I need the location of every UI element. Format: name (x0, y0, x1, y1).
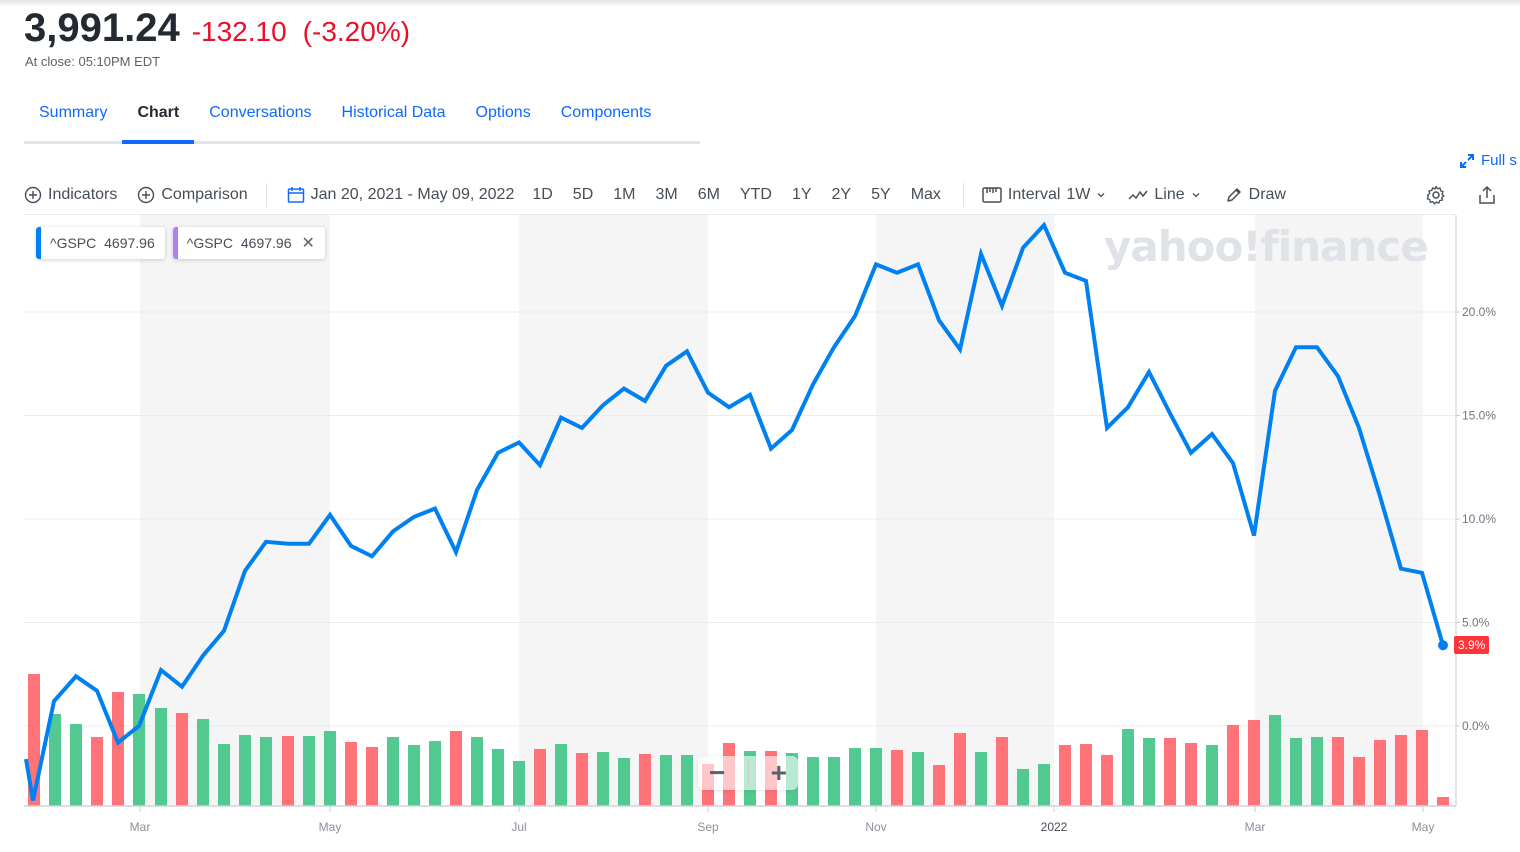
range-max[interactable]: Max (910, 186, 941, 203)
series-color-swatch (172, 227, 178, 259)
svg-text:Jul: Jul (511, 820, 526, 834)
alternating-month-bands (140, 215, 1423, 806)
legend-symbol: ^GSPC (186, 235, 233, 251)
tab-options[interactable]: Options (475, 104, 531, 121)
svg-text:Mar: Mar (1245, 820, 1266, 834)
comparison-label: Comparison (161, 186, 248, 203)
price-line (24, 221, 1445, 801)
tab-summary[interactable]: Summary (39, 104, 108, 121)
current-price: 3,991.24 (24, 6, 180, 50)
x-axis-ticks: Mar May Jul Sep Nov 2022 Mar May (130, 806, 1435, 834)
date-range-label: Jan 20, 2021 - May 09, 2022 (310, 186, 515, 203)
grid-lines (24, 311, 1456, 727)
interval-value: 1W (1066, 186, 1091, 203)
interval-dropdown[interactable]: Interval 1W (982, 186, 1106, 204)
zoom-divider (747, 761, 749, 785)
comparison-button[interactable]: Comparison (137, 186, 248, 204)
price-change-percent: (-3.20%) (302, 16, 411, 47)
legend-symbol: ^GSPC (50, 235, 97, 251)
svg-text:Mar: Mar (130, 820, 151, 834)
close-icon[interactable]: ✕ (301, 235, 315, 252)
gear-icon[interactable] (1426, 185, 1446, 205)
toolbar-divider (962, 183, 964, 207)
calendar-icon (287, 187, 304, 203)
zoom-controls: − + (698, 756, 798, 790)
chart-toolbar: Indicators Comparison Jan 20, 2021 - May… (24, 183, 1514, 207)
tab-chart[interactable]: Chart (122, 96, 195, 144)
plus-circle-icon (138, 186, 155, 204)
quote-tabs: Summary Chart Conversations Historical D… (24, 96, 700, 144)
legend-series-primary[interactable]: ^GSPC 4697.96 (36, 227, 165, 259)
range-1d[interactable]: 1D (532, 186, 553, 203)
chart-type-label: Line (1154, 186, 1185, 203)
svg-text:May: May (319, 820, 342, 834)
range-3m[interactable]: 3M (655, 186, 678, 203)
svg-text:Nov: Nov (865, 820, 886, 834)
svg-text:May: May (1412, 820, 1435, 834)
range-6m[interactable]: 6M (697, 186, 720, 203)
indicators-label: Indicators (48, 186, 118, 203)
pencil-icon (1226, 188, 1241, 202)
svg-text:Sep: Sep (697, 820, 719, 834)
svg-text:20.0%: 20.0% (1462, 305, 1496, 319)
legend-value: 4697.96 (104, 235, 155, 251)
close-time: At close: 05:10PM EDT (25, 54, 161, 69)
zoom-in-button[interactable]: + (770, 757, 787, 788)
share-icon[interactable] (1478, 185, 1496, 205)
toolbar-divider (265, 183, 267, 207)
date-range-picker[interactable]: Jan 20, 2021 - May 09, 2022 (287, 186, 515, 204)
last-value-badge: 3.9% (1454, 636, 1490, 654)
tab-components[interactable]: Components (560, 104, 652, 121)
ruler-icon (982, 187, 1002, 203)
range-1m[interactable]: 1M (613, 186, 636, 203)
draw-button[interactable]: Draw (1225, 186, 1286, 204)
svg-text:2022: 2022 (1041, 820, 1068, 834)
expand-icon (1460, 153, 1474, 168)
tab-historical-data[interactable]: Historical Data (341, 104, 446, 121)
top-shadow (0, 0, 1520, 7)
line-chart-icon (1128, 190, 1148, 200)
interval-label: Interval (1007, 186, 1061, 203)
draw-label: Draw (1248, 186, 1286, 203)
range-ytd[interactable]: YTD (739, 186, 772, 203)
chevron-down-icon (1097, 193, 1105, 198)
quote-header: 3,991.24 -132.10 (-3.20%) (24, 6, 410, 51)
price-change: -132.10 (191, 16, 287, 47)
fullscreen-label: Full s (1481, 152, 1517, 169)
tab-conversations[interactable]: Conversations (209, 104, 312, 121)
toolbar-bottom-border (24, 214, 1456, 215)
range-1y[interactable]: 1Y (791, 186, 812, 203)
svg-text:15.0%: 15.0% (1462, 409, 1496, 423)
y-axis-ticks: 0.0% 5.0% 10.0% 15.0% 20.0% (1456, 305, 1496, 733)
zoom-out-button[interactable]: − (709, 757, 726, 788)
range-2y[interactable]: 2Y (831, 186, 852, 203)
range-5d[interactable]: 5D (572, 186, 594, 203)
volume-bars (28, 674, 1449, 806)
svg-text:10.0%: 10.0% (1462, 512, 1496, 526)
legend-series-comparison[interactable]: ^GSPC 4697.96 ✕ (172, 227, 325, 259)
chart-legend: ^GSPC 4697.96 ^GSPC 4697.96 ✕ (36, 227, 325, 259)
series-color-swatch (36, 227, 41, 259)
legend-value: 4697.96 (240, 235, 292, 251)
indicators-button[interactable]: Indicators (24, 186, 117, 204)
svg-text:5.0%: 5.0% (1462, 616, 1490, 630)
fullscreen-button[interactable]: Full s (1459, 152, 1517, 169)
chart-type-dropdown[interactable]: Line (1128, 186, 1200, 204)
range-5y[interactable]: 5Y (871, 186, 891, 203)
yahoo-finance-watermark: yahoo!finance (1104, 222, 1429, 271)
plus-circle-icon (24, 186, 42, 204)
svg-text:0.0%: 0.0% (1462, 719, 1490, 733)
chevron-down-icon (1192, 193, 1200, 198)
last-point-marker (1438, 640, 1448, 651)
